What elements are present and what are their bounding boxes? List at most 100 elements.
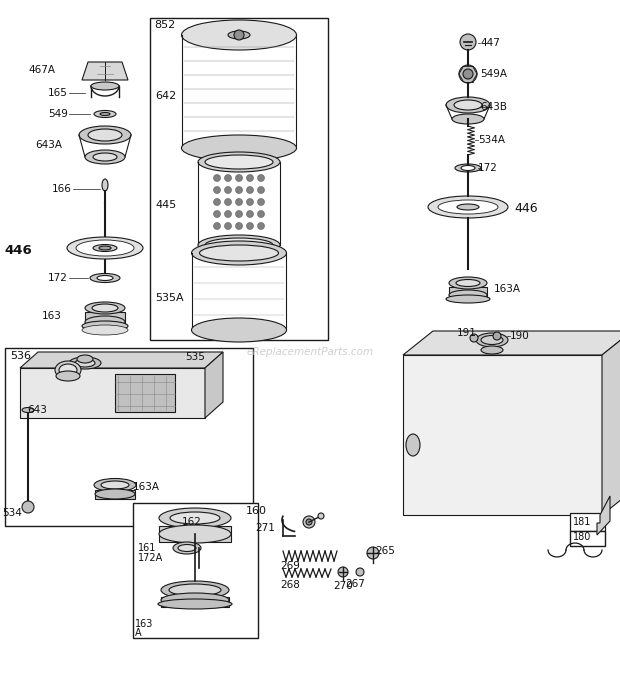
Ellipse shape [170,512,220,524]
Ellipse shape [182,20,296,50]
Circle shape [257,198,265,205]
Polygon shape [20,368,205,418]
Circle shape [247,186,254,193]
Text: 165: 165 [48,88,68,98]
Text: 534: 534 [2,508,22,518]
Text: 852: 852 [154,20,175,30]
Circle shape [236,174,242,181]
Text: 271: 271 [255,523,275,533]
Text: 160: 160 [246,506,267,516]
Bar [481,345,503,355]
Ellipse shape [88,129,122,141]
Ellipse shape [182,135,296,161]
Text: A: A [135,628,141,638]
Text: 643B: 643B [480,102,507,112]
Circle shape [356,568,364,576]
Ellipse shape [90,274,120,283]
Text: 535: 535 [185,352,205,362]
Text: 166: 166 [52,184,72,194]
Ellipse shape [158,599,232,609]
Circle shape [213,198,221,205]
Circle shape [463,69,473,79]
Circle shape [224,174,231,181]
Text: 643A: 643A [35,140,62,150]
Ellipse shape [454,100,482,110]
Circle shape [459,65,477,83]
Ellipse shape [205,155,273,169]
Circle shape [213,211,221,218]
Text: 643: 643 [27,405,47,415]
Circle shape [224,186,231,193]
Ellipse shape [198,235,280,255]
Ellipse shape [79,126,131,144]
Circle shape [213,174,221,181]
Circle shape [257,186,265,193]
Text: 270: 270 [333,581,353,591]
Ellipse shape [476,333,508,347]
Circle shape [236,223,242,230]
Text: 265: 265 [375,546,395,556]
Text: 445: 445 [155,200,176,210]
Bar [5,348,253,526]
Circle shape [213,223,221,230]
Circle shape [236,211,242,218]
Text: 467A: 467A [28,65,55,75]
Circle shape [247,211,254,218]
Text: 536: 536 [10,351,31,361]
Text: 447: 447 [480,38,500,48]
Text: 163: 163 [42,311,62,321]
Ellipse shape [481,336,503,345]
Text: 181: 181 [573,517,591,527]
Text: 172: 172 [478,163,498,173]
Ellipse shape [85,150,125,164]
Ellipse shape [173,542,201,554]
Circle shape [470,334,478,342]
Ellipse shape [446,97,490,113]
Text: 549: 549 [48,109,68,119]
Circle shape [318,513,324,519]
Bar [150,18,328,340]
Ellipse shape [97,276,113,281]
Ellipse shape [94,479,136,491]
Ellipse shape [457,204,479,210]
Polygon shape [205,352,223,418]
Text: 163: 163 [135,619,153,629]
Ellipse shape [192,318,286,342]
Ellipse shape [82,325,128,335]
Circle shape [306,519,312,525]
Ellipse shape [100,112,110,115]
Circle shape [257,223,265,230]
Bar [403,355,602,515]
Ellipse shape [77,355,93,363]
Ellipse shape [59,364,77,376]
Circle shape [303,516,315,528]
Ellipse shape [95,489,135,499]
Text: 172: 172 [48,273,68,283]
Polygon shape [20,352,223,368]
Polygon shape [115,374,175,412]
Ellipse shape [99,246,111,250]
Ellipse shape [200,245,278,261]
Text: 446: 446 [514,202,538,216]
Polygon shape [602,331,620,515]
Ellipse shape [56,371,80,381]
Ellipse shape [161,593,229,607]
Ellipse shape [428,196,508,218]
Text: 163A: 163A [494,284,521,294]
Circle shape [247,223,254,230]
Circle shape [236,198,242,205]
Ellipse shape [169,584,221,596]
Ellipse shape [91,82,119,90]
Ellipse shape [22,408,34,413]
Text: 161: 161 [138,543,156,553]
Text: 535A: 535A [155,293,184,303]
Ellipse shape [82,321,128,331]
Text: 162: 162 [182,517,202,527]
Text: 180: 180 [573,532,591,542]
Circle shape [236,186,242,193]
Text: 191: 191 [457,328,477,338]
Circle shape [224,223,231,230]
Ellipse shape [75,359,95,367]
Circle shape [493,332,501,340]
Ellipse shape [228,31,250,39]
